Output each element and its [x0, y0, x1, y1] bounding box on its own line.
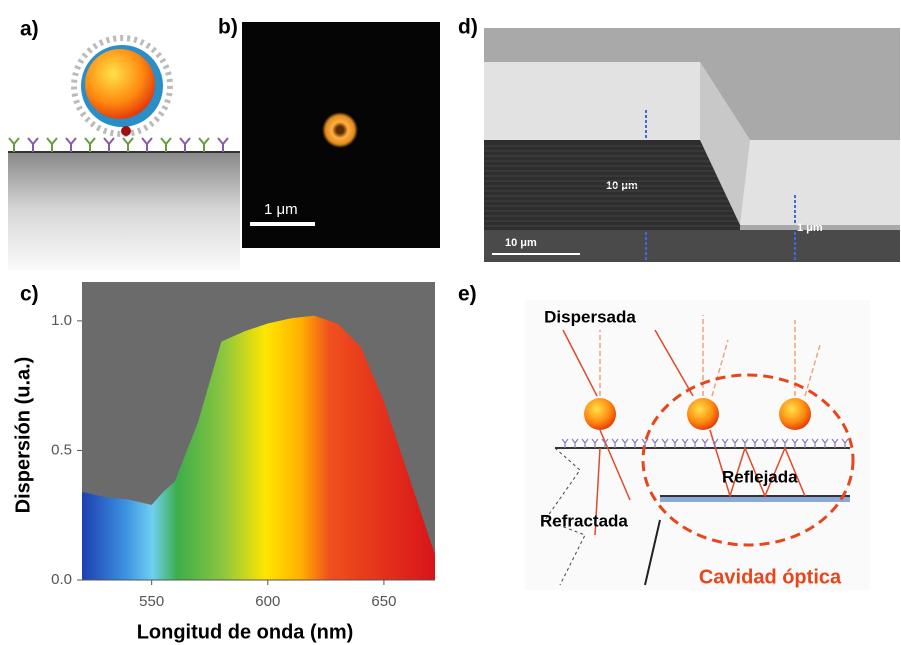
- scale-label: 1 μm: [264, 201, 298, 218]
- particle-image: [322, 112, 358, 148]
- antibody: [142, 138, 152, 152]
- particles-part: [687, 398, 719, 430]
- diagram-background: [525, 300, 870, 590]
- scattered-label: Dispersada: [544, 307, 636, 326]
- panel-label: e): [458, 283, 477, 306]
- gap-label: 1 μm: [797, 222, 823, 234]
- panel-label: a): [20, 18, 39, 41]
- reflected-label: Reflejada: [722, 467, 798, 486]
- cavity-label: Cavidad óptica: [699, 566, 842, 588]
- antibody: [66, 138, 76, 152]
- scale-label: 10 μm: [505, 237, 537, 249]
- particles-part: [584, 398, 616, 430]
- panel-a: a): [8, 18, 240, 270]
- x-tick-label: 650: [371, 593, 396, 610]
- y-tick-label: 1.0: [51, 312, 72, 329]
- antibody: [123, 138, 133, 152]
- antibody: [47, 138, 57, 152]
- refracted-label: Refractada: [540, 511, 628, 530]
- panel-e: Dispersada Reflejada Refractada Cavidad …: [458, 283, 870, 590]
- panel-d: 10 μm 10 μm 1 μm d): [458, 16, 900, 262]
- particles-part: [779, 398, 811, 430]
- y-tick-label: 0.0: [51, 571, 72, 588]
- antibody: [28, 138, 38, 152]
- antibody: [9, 138, 19, 152]
- antibody: [199, 138, 209, 152]
- substrate: [8, 152, 240, 270]
- nanoparticle: [85, 49, 155, 119]
- panel-label: c): [20, 283, 39, 306]
- x-axis-title: Longitud de onda (nm): [137, 621, 354, 643]
- antibody: [161, 138, 171, 152]
- figure: a) 1 μm b) 10 μm 10 μm 1 μm d) c) Longit…: [0, 0, 901, 645]
- panel-b: 1 μm b): [218, 16, 440, 248]
- y-tick-label: 0.5: [51, 441, 72, 458]
- panel-label: b): [218, 16, 238, 39]
- antibody: [218, 138, 228, 152]
- sem-substrate: [484, 230, 900, 262]
- antibody: [104, 138, 114, 152]
- antibody: [180, 138, 190, 152]
- panel-c: c) Longitud de onda (nm) Dispersión (u.a…: [12, 282, 435, 643]
- analyte: [121, 126, 131, 136]
- antibody: [85, 138, 95, 152]
- panel-label: d): [458, 16, 478, 39]
- y-axis-title: Dispersión (u.a.): [12, 357, 34, 514]
- x-tick-label: 600: [255, 593, 280, 610]
- x-tick-label: 550: [139, 593, 164, 610]
